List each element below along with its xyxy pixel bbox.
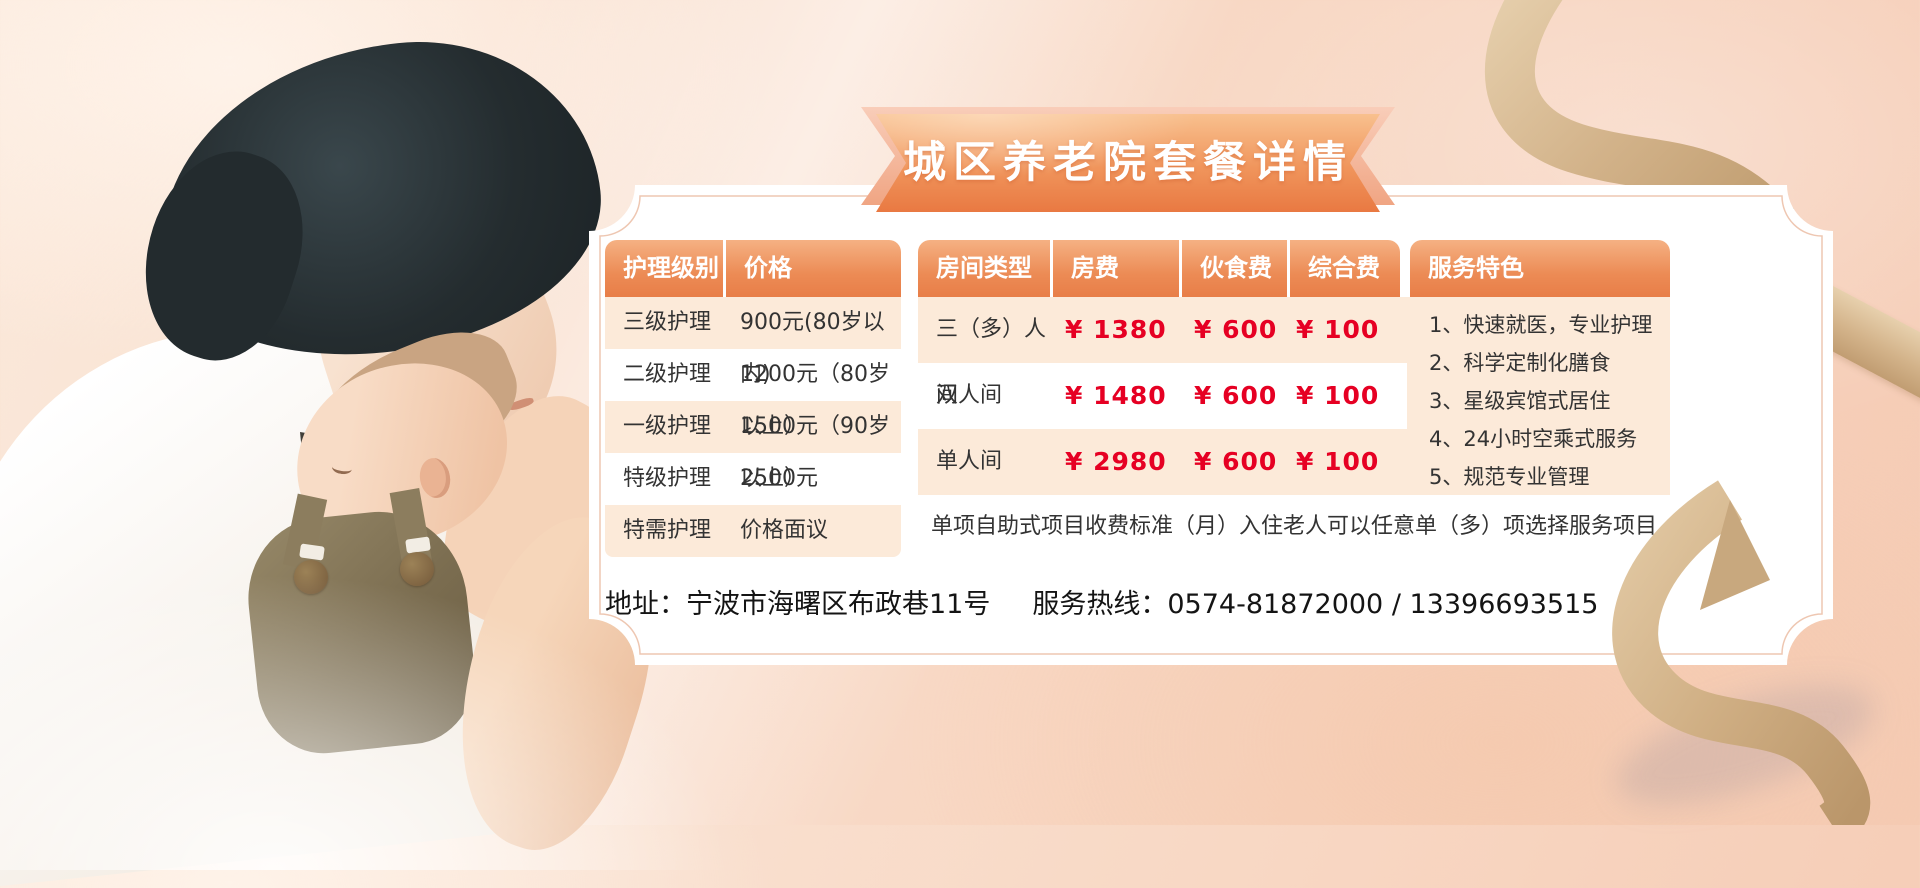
meal-fee-cell: ¥ 600 <box>1194 447 1278 476</box>
care-table-row: 一级护理 1500元（90岁以上） <box>605 401 901 491</box>
care-table-row: 特级护理 2500元 <box>605 453 901 505</box>
footer-contact: 地址：宁波市海曙区布政巷11号 服务热线：0574-81872000 / 133… <box>605 585 1785 625</box>
meal-fee-cell: ¥ 600 <box>1194 381 1278 410</box>
care-price-cell: 1200元（80岁以上） <box>740 362 890 439</box>
room-fee-cell: ¥ 1380 <box>1065 315 1167 344</box>
misc-fee-cell: ¥ 100 <box>1296 381 1380 410</box>
header-cell-room-type: 房间类型 <box>918 240 1050 297</box>
self-service-note: 单项自助式项目收费标准（月）入住老人可以任意单（多）项选择服务项目 <box>918 495 1670 558</box>
service-feature-item: 3、星级宾馆式居住 <box>1429 389 1611 413</box>
room-type-cell: 单人间 <box>936 449 1003 474</box>
service-features-cell: 1、快速就医，专业护理 2、科学定制化膳食 3、星级宾馆式居住 4、24小时空乘… <box>1407 297 1670 495</box>
room-table-row: 双人间 ¥ 1480 ¥ 600 ¥ 100 <box>918 363 1407 429</box>
care-level-cell: 特需护理 <box>623 518 712 543</box>
care-table-header: 护理级别 价格 <box>605 240 901 297</box>
care-price-cell: 价格面议 <box>740 518 829 543</box>
room-table-body: 三（多）人间 ¥ 1380 ¥ 600 ¥ 100 双人间 ¥ 1480 ¥ 6… <box>918 297 1670 495</box>
photo-grandmother-and-baby <box>0 23 770 888</box>
header-cell-room-fee: 房费 <box>1053 240 1179 297</box>
header-cell-meal-fee: 伙食费 <box>1182 240 1287 297</box>
header-cell-misc-fee: 综合费 <box>1290 240 1400 297</box>
misc-fee-cell: ¥ 100 <box>1296 315 1380 344</box>
hotline-text: 服务热线：0574-81872000 / 13396693515 <box>1032 589 1599 620</box>
room-type-cell: 三（多）人间 <box>936 317 1047 408</box>
service-feature-item: 2、科学定制化膳食 <box>1429 351 1611 375</box>
care-level-cell: 二级护理 <box>623 362 712 387</box>
room-type-cell: 双人间 <box>936 383 1003 408</box>
care-level-table: 护理级别 价格 三级护理 900元(80岁以内) 二级护理 1200元（80岁以… <box>605 240 901 557</box>
header-cell-care-level: 护理级别 <box>605 240 723 297</box>
ribbon-curl-top-right <box>1484 0 1794 242</box>
room-fee-cell: ¥ 2980 <box>1065 447 1167 476</box>
page-title: 城区养老院套餐详情 <box>903 138 1353 188</box>
service-feature-item: 4、24小时空乘式服务 <box>1429 427 1638 451</box>
room-table-row: 三（多）人间 ¥ 1380 ¥ 600 ¥ 100 <box>918 297 1407 408</box>
title-banner-ribbon: 城区养老院套餐详情 <box>876 114 1380 212</box>
card-inner-outline <box>599 195 1823 655</box>
service-feature-item: 5、规范专业管理 <box>1429 465 1590 489</box>
care-table-row: 二级护理 1200元（80岁以上） <box>605 349 901 439</box>
room-fee-cell: ¥ 1480 <box>1065 381 1167 410</box>
room-table-row: 单人间 ¥ 2980 ¥ 600 ¥ 100 <box>918 429 1407 495</box>
care-level-cell: 三级护理 <box>623 310 712 335</box>
service-feature-item: 1、快速就医，专业护理 <box>1429 313 1653 337</box>
header-cell-service-features: 服务特色 <box>1410 240 1670 297</box>
care-level-cell: 特级护理 <box>623 466 712 491</box>
room-table-header: 房间类型 房费 伙食费 综合费 服务特色 <box>918 240 1670 297</box>
misc-fee-cell: ¥ 100 <box>1296 447 1380 476</box>
care-price-cell: 1500元（90岁以上） <box>740 414 890 491</box>
care-level-cell: 一级护理 <box>623 414 712 439</box>
room-fee-table: 房间类型 房费 伙食费 综合费 服务特色 三（多）人间 ¥ 1380 ¥ 600… <box>918 240 1670 558</box>
care-table-row: 特需护理 价格面议 <box>605 505 901 557</box>
care-price-cell: 900元(80岁以内) <box>740 310 885 387</box>
ribbon-curl-bottom-right <box>1612 480 1871 825</box>
title-banner: 城区养老院套餐详情 <box>876 114 1380 212</box>
care-price-cell: 2500元 <box>740 466 818 491</box>
meal-fee-cell: ¥ 600 <box>1194 315 1278 344</box>
care-table-row: 三级护理 900元(80岁以内) <box>605 297 901 387</box>
header-cell-care-price: 价格 <box>726 240 901 297</box>
address-text: 地址：宁波市海曙区布政巷11号 <box>605 589 991 620</box>
